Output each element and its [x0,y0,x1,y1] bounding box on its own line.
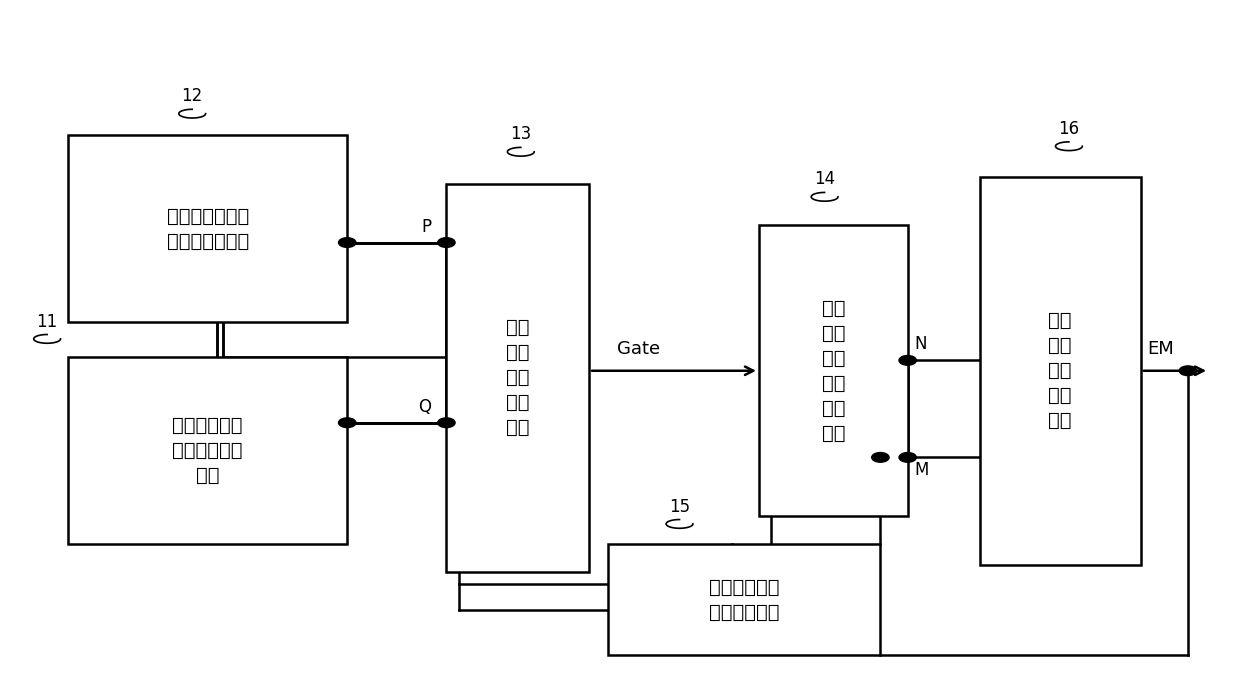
Text: 发光
控制
信号
输出
模块: 发光 控制 信号 输出 模块 [1049,311,1071,430]
Text: Gate: Gate [618,340,660,358]
Bar [980,177,1141,565]
Circle shape [899,356,916,365]
Text: M: M [914,461,929,479]
Circle shape [1179,366,1197,376]
Text: P: P [422,218,432,236]
Text: 15: 15 [668,498,691,516]
Text: 第一
发光
控制
节点
控制
模块: 第一 发光 控制 节点 控制 模块 [822,299,844,443]
Text: 13: 13 [510,125,532,143]
Text: 第二发光控制
节点控制模块: 第二发光控制 节点控制模块 [709,577,779,622]
Text: N: N [914,335,926,353]
Circle shape [339,418,356,428]
Bar [759,225,908,516]
Circle shape [438,418,455,428]
Text: 12: 12 [181,87,203,105]
Circle shape [438,238,455,247]
Text: 第一栅极驱动
控制节点控制
模块: 第一栅极驱动 控制节点控制 模块 [172,416,243,485]
Bar [446,184,589,572]
Text: 11: 11 [36,313,58,331]
Bar [608,544,880,655]
Text: 14: 14 [813,170,836,188]
Text: 16: 16 [1058,120,1080,138]
Bar [68,357,347,544]
Bar [68,135,347,322]
Text: Q: Q [419,398,432,416]
Text: 栅极
驱动
信号
输出
模块: 栅极 驱动 信号 输出 模块 [506,318,529,437]
Text: 第二栅极驱动控
制节点控制模块: 第二栅极驱动控 制节点控制模块 [166,207,249,251]
Circle shape [872,453,889,462]
Text: EM: EM [1147,340,1174,358]
Circle shape [339,238,356,247]
Circle shape [899,453,916,462]
